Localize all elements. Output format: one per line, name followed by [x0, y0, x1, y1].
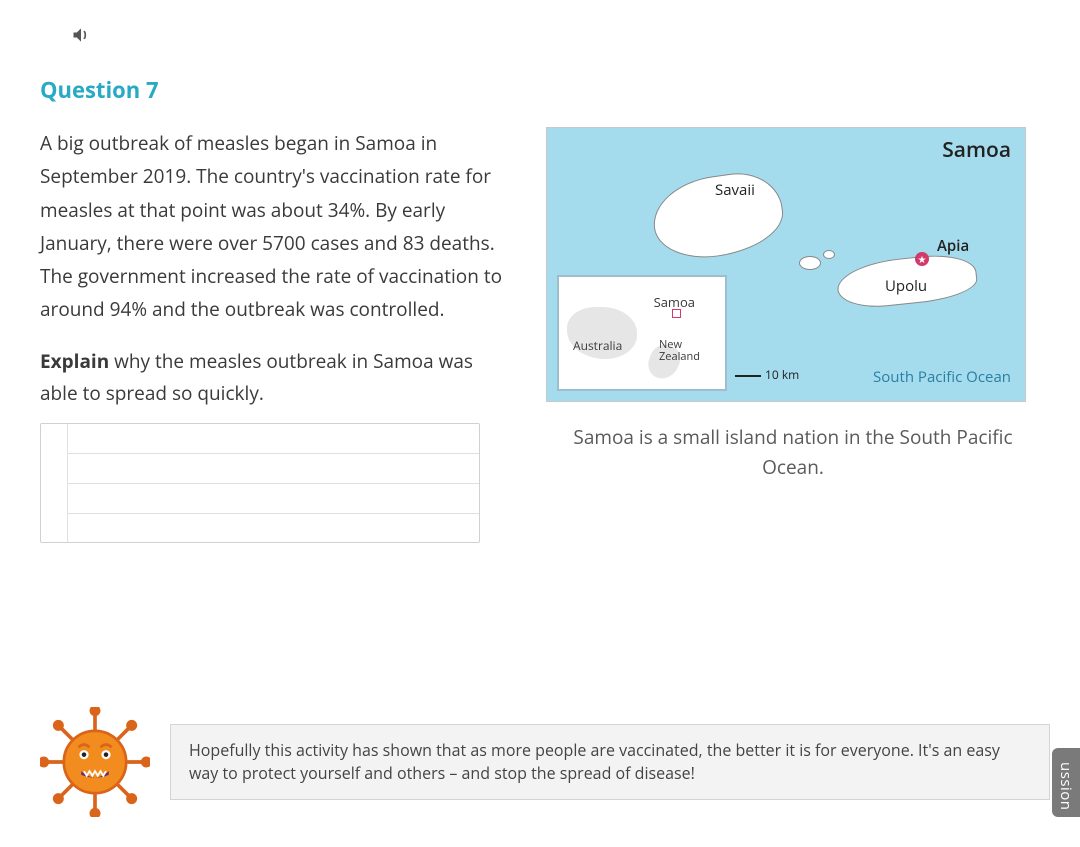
left-column: A big outbreak of measles began in Samoa… — [40, 127, 510, 543]
map-title: Samoa — [942, 136, 1011, 164]
footer-speech-bubble: Hopefully this activity has shown that a… — [170, 724, 1050, 800]
right-column: Samoa Savaii Upolu ★ Apia 10 km South Pa… — [546, 127, 1040, 543]
scale-label: 10 km — [765, 366, 799, 383]
map-scale: 10 km — [735, 366, 799, 383]
map-caption: Samoa is a small island nation in the So… — [546, 422, 1040, 483]
inset-label-nz: New Zealand — [659, 339, 700, 363]
label-savaii: Savaii — [715, 180, 755, 200]
label-upolu: Upolu — [885, 276, 927, 296]
question-number: Question 7 — [40, 75, 1040, 105]
samoa-map: Samoa Savaii Upolu ★ Apia 10 km South Pa… — [546, 127, 1026, 402]
content-row: A big outbreak of measles began in Samoa… — [40, 127, 1040, 543]
virus-icon — [40, 707, 150, 817]
worksheet-page: Question 7 A big outbreak of measles beg… — [0, 0, 1080, 847]
inset-label-australia: Australia — [573, 337, 622, 354]
inset-map: Australia New Zealand Samoa — [557, 275, 727, 391]
label-apia: Apia — [937, 236, 969, 256]
capital-star-icon: ★ — [915, 252, 929, 266]
island-small-2 — [823, 250, 835, 259]
label-ocean: South Pacific Ocean — [873, 367, 1011, 387]
footer-text: Hopefully this activity has shown that a… — [189, 739, 1000, 784]
question-paragraph: A big outbreak of measles began in Samoa… — [40, 127, 510, 327]
audio-icon[interactable] — [70, 24, 1040, 51]
answer-textarea[interactable] — [40, 423, 480, 543]
inset-samoa-box-icon — [672, 309, 681, 318]
inset-nz2: Zealand — [659, 349, 700, 364]
discussion-tab[interactable]: ussion — [1052, 748, 1080, 817]
island-small-1 — [799, 256, 821, 270]
prompt-verb: Explain — [40, 348, 109, 374]
question-prompt: Explain why the measles outbreak in Samo… — [40, 345, 510, 410]
scale-bar-icon — [735, 375, 761, 377]
footer-callout: Hopefully this activity has shown that a… — [40, 707, 1050, 817]
